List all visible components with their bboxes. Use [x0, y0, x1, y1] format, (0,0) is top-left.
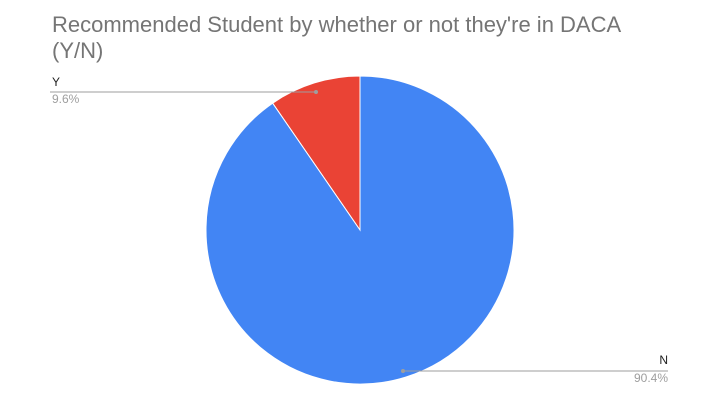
- chart-title: Recommended Student by whether or not th…: [52, 12, 620, 63]
- pie-slices: [205, 75, 515, 385]
- slice-percent-y: 9.6%: [52, 92, 80, 106]
- slice-labels: Y 9.6% N 90.4%: [50, 75, 668, 385]
- slice-label-y: Y: [52, 75, 60, 89]
- pie-slice-y: [271, 75, 361, 232]
- slice-percent-n: 90.4%: [634, 371, 668, 385]
- leader-dot-y: [314, 90, 318, 94]
- leader-dot-n: [401, 369, 405, 373]
- slice-label-n: N: [659, 353, 668, 367]
- pie-slice-n: [205, 75, 515, 385]
